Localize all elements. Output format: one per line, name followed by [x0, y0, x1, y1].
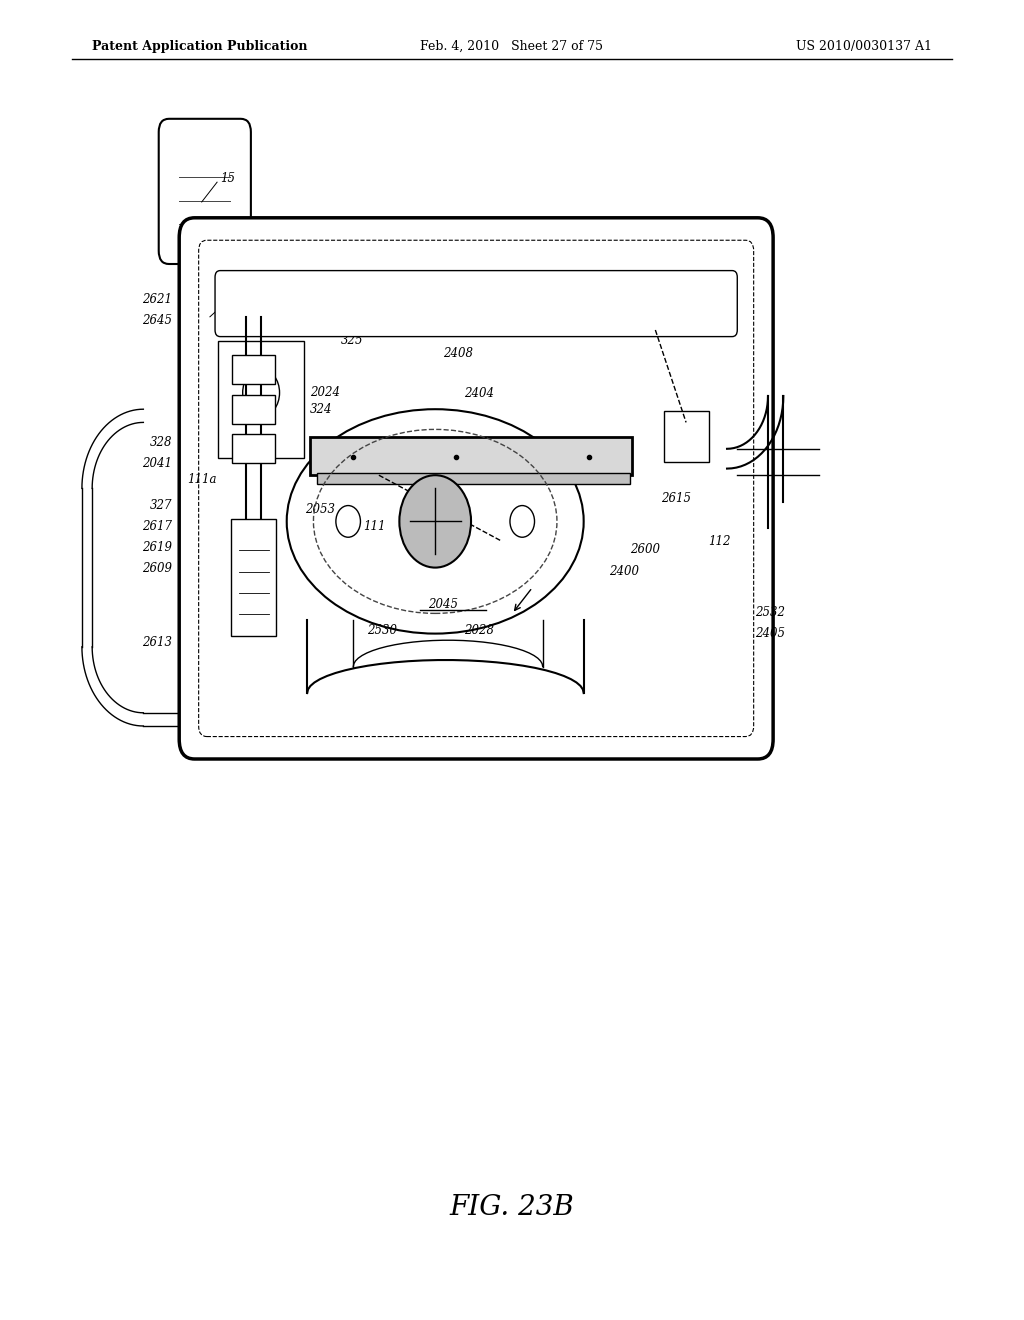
- Text: 2615: 2615: [662, 492, 691, 506]
- Ellipse shape: [287, 409, 584, 634]
- Text: 2045: 2045: [428, 598, 458, 611]
- Circle shape: [399, 475, 471, 568]
- Text: 2645: 2645: [142, 314, 172, 327]
- Text: 111: 111: [227, 350, 250, 363]
- Text: 2024: 2024: [310, 385, 340, 399]
- Text: 2619: 2619: [142, 541, 172, 554]
- FancyBboxPatch shape: [317, 473, 630, 484]
- FancyBboxPatch shape: [232, 395, 275, 424]
- Text: 111: 111: [364, 520, 386, 533]
- FancyBboxPatch shape: [159, 119, 251, 264]
- Text: FIG. 23B: FIG. 23B: [450, 1195, 574, 1221]
- Text: 2041: 2041: [142, 457, 172, 470]
- Text: 2613: 2613: [142, 636, 172, 649]
- FancyBboxPatch shape: [310, 437, 632, 475]
- FancyBboxPatch shape: [232, 434, 275, 463]
- Text: 2408: 2408: [443, 347, 473, 360]
- Text: 113: 113: [688, 445, 711, 458]
- Text: 2530: 2530: [367, 624, 396, 638]
- FancyBboxPatch shape: [179, 218, 773, 759]
- Text: 328: 328: [150, 436, 172, 449]
- Text: 111a: 111a: [187, 473, 217, 486]
- Text: 2053: 2053: [305, 503, 335, 516]
- Text: 2405: 2405: [755, 627, 784, 640]
- Text: 112: 112: [709, 535, 731, 548]
- Text: 325: 325: [341, 334, 364, 347]
- FancyBboxPatch shape: [231, 519, 276, 636]
- Text: 327: 327: [150, 499, 172, 512]
- Text: 2600: 2600: [630, 543, 659, 556]
- Text: 15: 15: [220, 172, 236, 185]
- FancyBboxPatch shape: [218, 341, 304, 458]
- Text: 2043: 2043: [674, 327, 703, 341]
- Text: Patent Application Publication: Patent Application Publication: [92, 40, 307, 53]
- Text: 2617: 2617: [142, 520, 172, 533]
- Text: 324: 324: [310, 403, 333, 416]
- Text: 120: 120: [230, 292, 253, 305]
- Text: 2400: 2400: [609, 565, 639, 578]
- Text: 2609: 2609: [142, 562, 172, 576]
- FancyBboxPatch shape: [215, 271, 737, 337]
- Text: US 2010/0030137 A1: US 2010/0030137 A1: [796, 40, 932, 53]
- FancyBboxPatch shape: [232, 355, 275, 384]
- Text: Feb. 4, 2010   Sheet 27 of 75: Feb. 4, 2010 Sheet 27 of 75: [421, 40, 603, 53]
- Text: 2532: 2532: [755, 606, 784, 619]
- Text: 2404: 2404: [464, 387, 494, 400]
- Text: 2028: 2028: [464, 624, 494, 638]
- Text: 2621: 2621: [142, 293, 172, 306]
- FancyBboxPatch shape: [664, 411, 709, 462]
